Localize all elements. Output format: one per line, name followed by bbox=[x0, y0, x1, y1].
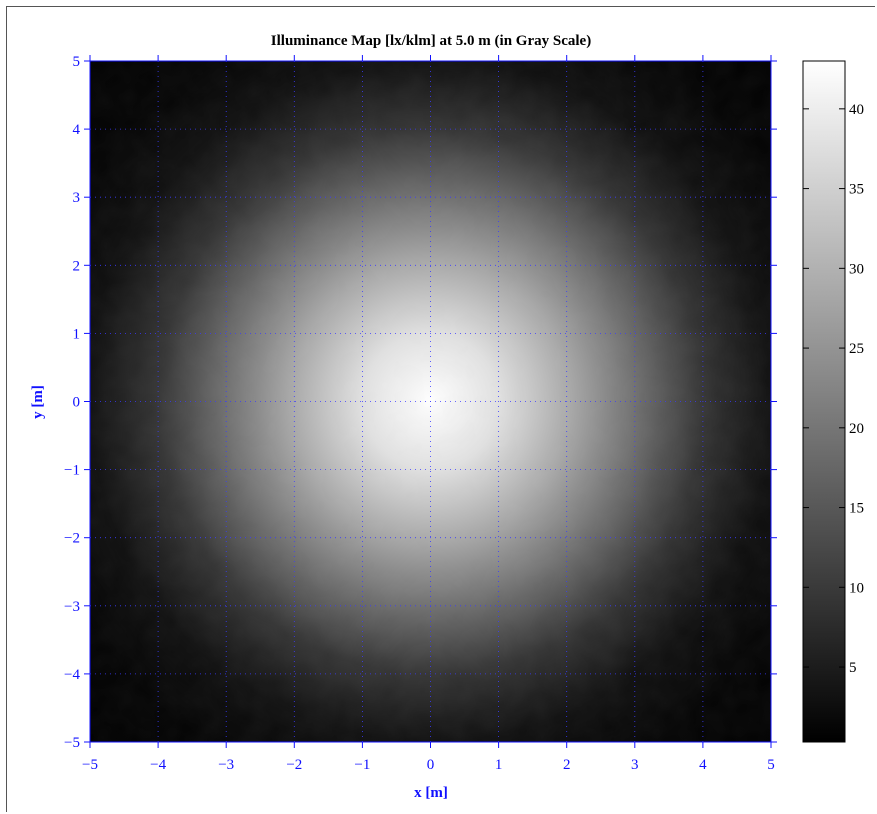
colorbar-gradient bbox=[802, 60, 846, 743]
x-tick-label: −5 bbox=[82, 757, 98, 773]
chart-title: Illuminance Map [lx/klm] at 5.0 m (in Gr… bbox=[271, 33, 591, 49]
grid-lines bbox=[90, 61, 771, 742]
colorbar-tick-label: 40 bbox=[849, 102, 864, 118]
figure-frame bbox=[6, 6, 875, 812]
colorbar-tick-label: 30 bbox=[849, 261, 864, 277]
y-tick-label: −4 bbox=[64, 667, 80, 683]
y-tick-label: −1 bbox=[64, 463, 80, 479]
colorbar-tick-label: 35 bbox=[849, 182, 864, 198]
y-tick-label: −2 bbox=[64, 531, 80, 547]
x-tick-label: 4 bbox=[699, 757, 707, 773]
x-tick-label: 2 bbox=[563, 757, 571, 773]
x-tick-label: 3 bbox=[631, 757, 639, 773]
x-tick-label: 5 bbox=[767, 757, 775, 773]
y-axis-label: y [m] bbox=[30, 385, 46, 419]
y-tick-label: 0 bbox=[73, 395, 81, 411]
x-tick-label: −3 bbox=[218, 757, 234, 773]
colorbar-tick-label: 10 bbox=[849, 580, 864, 596]
x-tick-label: 1 bbox=[495, 757, 503, 773]
y-axis-ticks: −5 −4 −3 −2 −1 0 1 2 3 4 5 bbox=[64, 54, 777, 751]
y-tick-label: 4 bbox=[73, 122, 81, 138]
y-tick-label: −5 bbox=[64, 735, 80, 751]
y-tick-label: 3 bbox=[73, 190, 81, 206]
plot-area: −5 −4 −3 −2 −1 0 1 2 3 4 5 −5 −4 −3 −2 −1 0 1 2 3 4 5 bbox=[64, 54, 777, 773]
y-tick-label: −3 bbox=[64, 599, 80, 615]
colorbar: 5 10 15 20 25 30 35 40 bbox=[802, 60, 864, 743]
colorbar-tick-label: 25 bbox=[849, 341, 864, 357]
x-tick-label: −1 bbox=[354, 757, 370, 773]
colorbar-ticks: 5 10 15 20 25 30 35 40 bbox=[803, 102, 864, 676]
colorbar-tick-label: 5 bbox=[849, 660, 857, 676]
x-tick-label: −4 bbox=[150, 757, 166, 773]
x-axis-label: x [m] bbox=[414, 785, 448, 801]
colorbar-tick-label: 20 bbox=[849, 421, 864, 437]
y-tick-label: 5 bbox=[73, 54, 81, 70]
y-tick-label: 1 bbox=[73, 326, 81, 342]
y-tick-label: 2 bbox=[73, 258, 81, 274]
colorbar-tick-label: 15 bbox=[849, 501, 864, 517]
x-tick-label: −2 bbox=[286, 757, 302, 773]
x-tick-label: 0 bbox=[427, 757, 435, 773]
x-axis-ticks: −5 −4 −3 −2 −1 0 1 2 3 4 5 bbox=[82, 55, 775, 773]
